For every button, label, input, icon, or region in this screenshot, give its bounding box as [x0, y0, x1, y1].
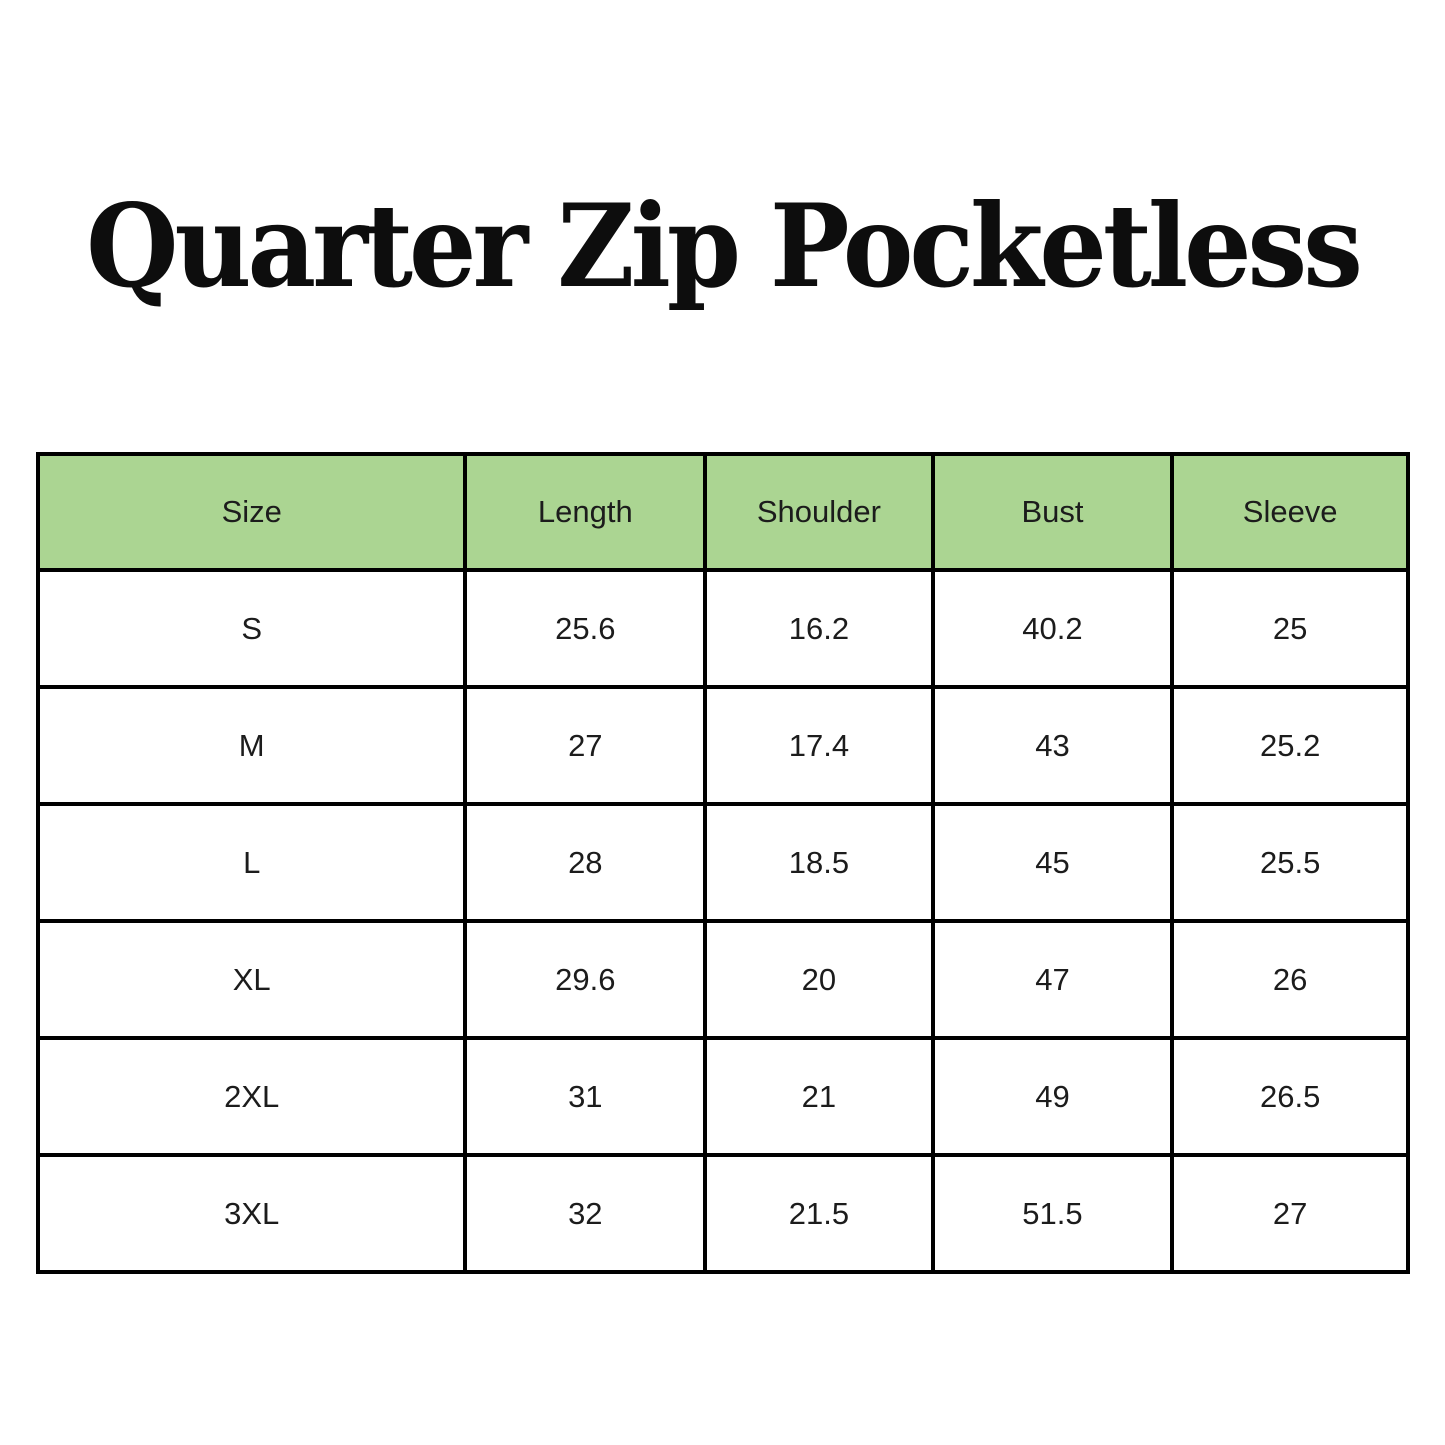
table-row: XL 29.6 20 47 26: [35, 919, 1410, 1040]
table-row: M 27 17.4 43 25.2: [35, 685, 1410, 806]
length-cell: 27: [463, 685, 708, 806]
size-cell: 3XL: [35, 1153, 468, 1274]
table-row: S 25.6 16.2 40.2 25: [35, 568, 1410, 689]
sleeve-cell: 27: [1170, 1153, 1410, 1274]
sleeve-cell: 26.5: [1170, 1036, 1410, 1157]
header-row: Size Length Shoulder Bust Sleeve: [35, 452, 1410, 572]
size-chart-table: Size Length Shoulder Bust Sleeve S 25.6 …: [35, 452, 1410, 1274]
size-cell: S: [35, 568, 468, 689]
length-cell: 25.6: [463, 568, 708, 689]
bust-cell: 40.2: [930, 568, 1175, 689]
length-cell: 31: [463, 1036, 708, 1157]
column-header-shoulder: Shoulder: [703, 452, 935, 572]
sleeve-cell: 25: [1170, 568, 1410, 689]
bust-cell: 47: [930, 919, 1175, 1040]
column-header-sleeve: Sleeve: [1170, 452, 1410, 572]
shoulder-cell: 18.5: [703, 802, 935, 923]
length-cell: 29.6: [463, 919, 708, 1040]
shoulder-cell: 16.2: [703, 568, 935, 689]
column-header-length: Length: [463, 452, 708, 572]
size-cell: XL: [35, 919, 468, 1040]
table-row: 3XL 32 21.5 51.5 27: [35, 1153, 1410, 1274]
shoulder-cell: 17.4: [703, 685, 935, 806]
page-title: Quarter Zip Pocketless: [86, 178, 1363, 313]
size-cell: 2XL: [35, 1036, 468, 1157]
size-cell: L: [35, 802, 468, 923]
length-cell: 32: [463, 1153, 708, 1274]
shoulder-cell: 20: [703, 919, 935, 1040]
bust-cell: 49: [930, 1036, 1175, 1157]
length-cell: 28: [463, 802, 708, 923]
column-header-bust: Bust: [930, 452, 1175, 572]
size-cell: M: [35, 685, 468, 806]
sleeve-cell: 25.2: [1170, 685, 1410, 806]
shoulder-cell: 21: [703, 1036, 935, 1157]
table-row: 2XL 31 21 49 26.5: [35, 1036, 1410, 1157]
bust-cell: 43: [930, 685, 1175, 806]
column-header-size: Size: [35, 452, 468, 572]
bust-cell: 51.5: [930, 1153, 1175, 1274]
bust-cell: 45: [930, 802, 1175, 923]
shoulder-cell: 21.5: [703, 1153, 935, 1274]
sleeve-cell: 25.5: [1170, 802, 1410, 923]
table-row: L 28 18.5 45 25.5: [35, 802, 1410, 923]
sleeve-cell: 26: [1170, 919, 1410, 1040]
